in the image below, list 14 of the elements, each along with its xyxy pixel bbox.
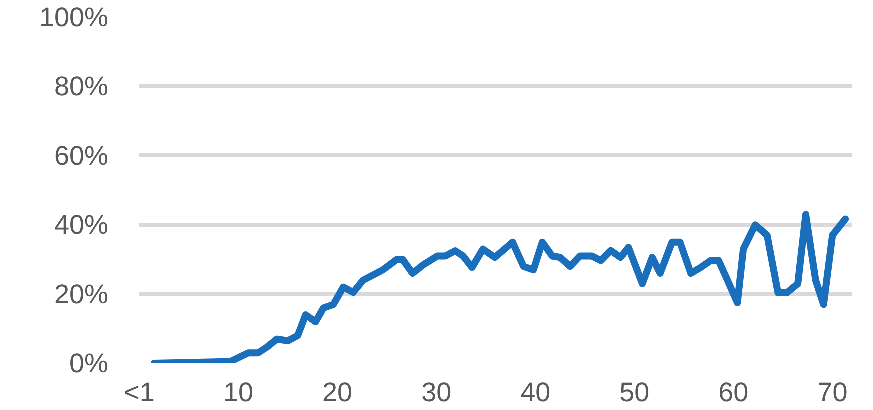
y-tick-label: 60%	[54, 140, 109, 171]
y-tick-label: 0%	[69, 348, 109, 378]
x-tick-label: 30	[422, 378, 452, 408]
x-tick-label: 40	[520, 378, 551, 408]
x-tick-label: 20	[322, 378, 353, 408]
x-tick-label: <1	[124, 378, 155, 408]
y-tick-label: 40%	[54, 210, 109, 240]
y-tick-label: 80%	[54, 72, 109, 102]
x-tick-label: 10	[224, 378, 254, 408]
x-tick-label: 70	[818, 378, 848, 408]
y-tick-label: 100%	[39, 2, 109, 32]
y-tick-label: 20%	[54, 279, 109, 310]
x-tick-label: 50	[620, 378, 650, 408]
x-tick-label: 60	[718, 378, 749, 408]
